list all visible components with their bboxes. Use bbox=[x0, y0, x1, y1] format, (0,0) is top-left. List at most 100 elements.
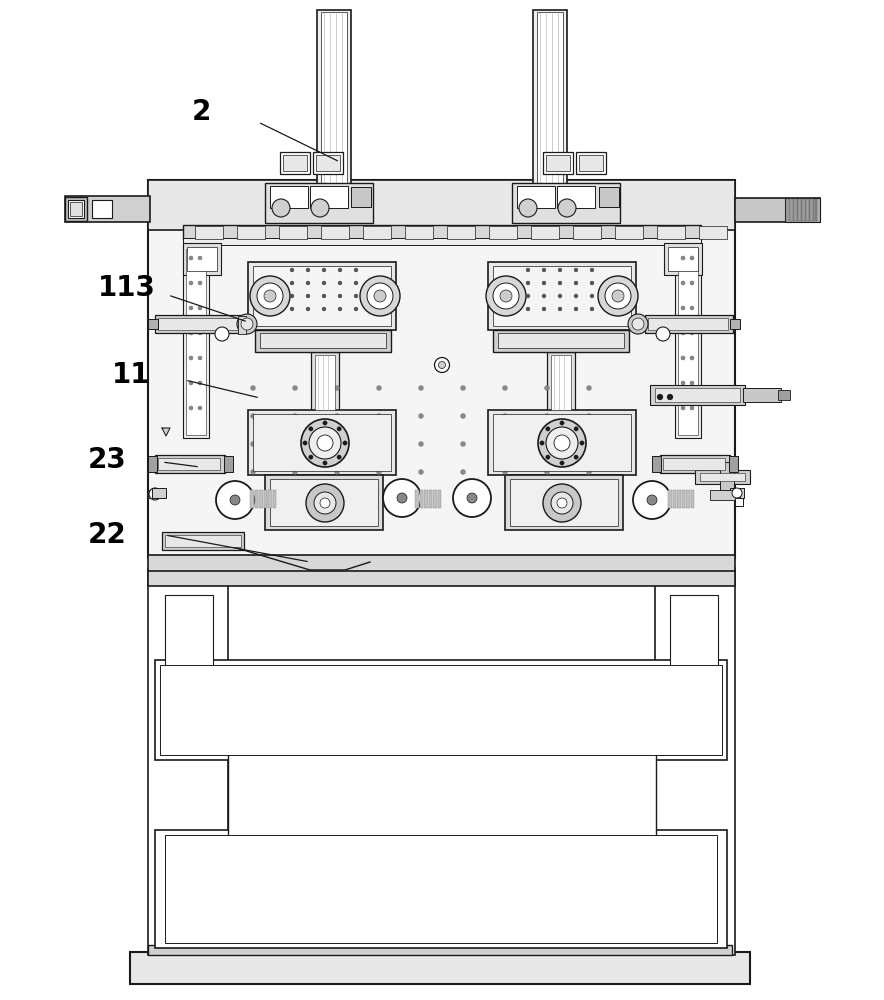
Bar bbox=[420, 490, 423, 508]
Circle shape bbox=[681, 406, 685, 410]
Bar bbox=[505, 475, 623, 530]
Circle shape bbox=[189, 256, 193, 260]
Circle shape bbox=[334, 470, 339, 475]
Circle shape bbox=[354, 307, 358, 311]
Circle shape bbox=[545, 385, 550, 390]
Circle shape bbox=[377, 385, 382, 390]
Bar bbox=[148, 490, 156, 498]
Circle shape bbox=[354, 268, 358, 272]
Text: 11: 11 bbox=[112, 361, 150, 389]
Bar bbox=[317, 10, 351, 205]
Circle shape bbox=[681, 281, 685, 285]
Circle shape bbox=[467, 493, 477, 503]
Bar bbox=[183, 225, 701, 240]
Bar bbox=[310, 186, 348, 208]
Circle shape bbox=[690, 331, 694, 335]
Bar bbox=[148, 180, 735, 230]
Circle shape bbox=[309, 427, 313, 431]
Circle shape bbox=[306, 307, 310, 311]
Bar bbox=[806, 199, 809, 221]
Bar bbox=[730, 319, 740, 329]
Text: 2: 2 bbox=[192, 98, 211, 126]
Bar bbox=[648, 318, 728, 330]
Bar bbox=[160, 665, 722, 755]
Bar bbox=[790, 199, 793, 221]
Bar bbox=[730, 488, 744, 498]
Polygon shape bbox=[162, 428, 170, 436]
Circle shape bbox=[500, 290, 512, 302]
Circle shape bbox=[198, 356, 202, 360]
Circle shape bbox=[189, 281, 193, 285]
Bar bbox=[810, 199, 813, 221]
Circle shape bbox=[558, 268, 562, 272]
Circle shape bbox=[290, 281, 294, 285]
Bar bbox=[785, 198, 820, 222]
Circle shape bbox=[554, 435, 570, 451]
Bar bbox=[801, 199, 803, 221]
Bar bbox=[148, 945, 732, 955]
Circle shape bbox=[560, 421, 564, 425]
Bar bbox=[531, 226, 559, 239]
Circle shape bbox=[598, 276, 638, 316]
Bar bbox=[579, 155, 603, 171]
Circle shape bbox=[149, 488, 161, 500]
Circle shape bbox=[290, 294, 294, 298]
Bar bbox=[429, 490, 432, 508]
Bar bbox=[238, 316, 246, 334]
Circle shape bbox=[543, 484, 581, 522]
Circle shape bbox=[545, 455, 550, 459]
Circle shape bbox=[198, 306, 202, 310]
Bar bbox=[657, 226, 685, 239]
Bar bbox=[155, 660, 727, 760]
Bar bbox=[668, 490, 672, 508]
Bar bbox=[186, 249, 206, 435]
Bar bbox=[615, 226, 643, 239]
Circle shape bbox=[189, 356, 193, 360]
Bar bbox=[537, 12, 563, 203]
Bar bbox=[279, 226, 307, 239]
Circle shape bbox=[338, 307, 342, 311]
Bar bbox=[557, 186, 595, 208]
Bar bbox=[270, 479, 378, 526]
Bar bbox=[695, 470, 750, 484]
Bar bbox=[280, 152, 310, 174]
Circle shape bbox=[461, 442, 466, 446]
Circle shape bbox=[542, 307, 546, 311]
Bar bbox=[599, 187, 619, 207]
Bar bbox=[148, 319, 158, 329]
Bar bbox=[493, 330, 629, 352]
Bar bbox=[224, 456, 233, 472]
Circle shape bbox=[656, 327, 670, 341]
Bar bbox=[250, 490, 254, 508]
Bar bbox=[228, 748, 656, 838]
Bar bbox=[321, 12, 347, 203]
Text: 22: 22 bbox=[88, 521, 126, 549]
Circle shape bbox=[309, 455, 313, 459]
Circle shape bbox=[526, 268, 530, 272]
Circle shape bbox=[250, 442, 255, 446]
Circle shape bbox=[560, 461, 564, 465]
Circle shape bbox=[374, 290, 386, 302]
Circle shape bbox=[418, 414, 423, 418]
Bar bbox=[148, 568, 735, 586]
Circle shape bbox=[309, 427, 341, 459]
Bar bbox=[655, 570, 735, 955]
Circle shape bbox=[290, 268, 294, 272]
Bar bbox=[447, 226, 475, 239]
Bar bbox=[652, 456, 661, 472]
Circle shape bbox=[681, 381, 685, 385]
Circle shape bbox=[320, 498, 330, 508]
Bar bbox=[794, 199, 797, 221]
Circle shape bbox=[540, 441, 545, 445]
Bar bbox=[678, 249, 698, 435]
Circle shape bbox=[354, 281, 358, 285]
Circle shape bbox=[360, 276, 400, 316]
Circle shape bbox=[557, 498, 567, 508]
Circle shape bbox=[574, 427, 578, 431]
Circle shape bbox=[338, 294, 342, 298]
Circle shape bbox=[343, 441, 347, 445]
Circle shape bbox=[198, 381, 202, 385]
Circle shape bbox=[493, 283, 519, 309]
Bar bbox=[237, 226, 265, 239]
Circle shape bbox=[453, 479, 491, 517]
